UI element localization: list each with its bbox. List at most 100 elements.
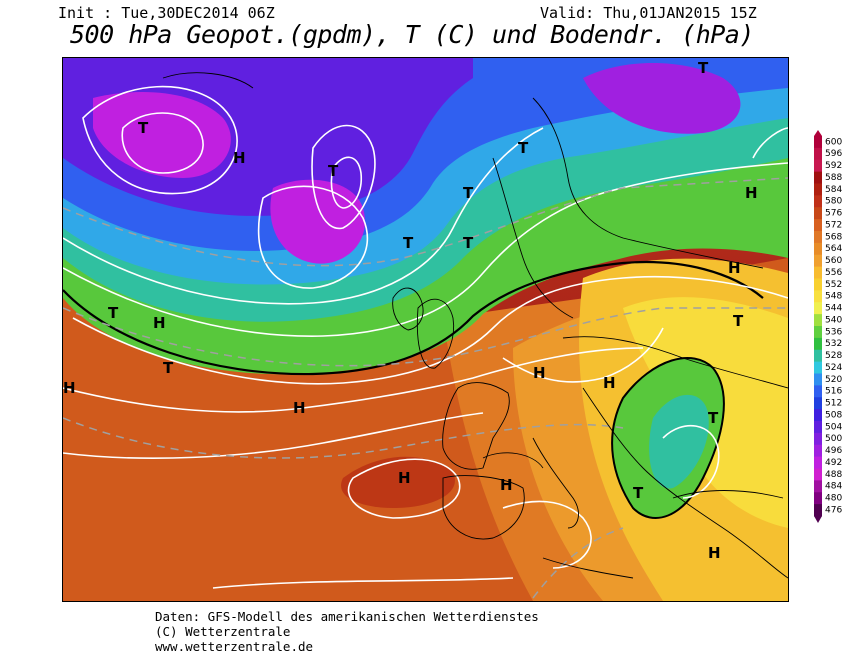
legend-level-label: 500 [825, 434, 842, 444]
svg-text:T: T [633, 484, 644, 502]
init-time: Init : Tue,30DEC2014 06Z [58, 4, 275, 22]
svg-text:H: H [728, 259, 741, 277]
legend-swatch [814, 326, 822, 339]
weather-map: H T T T H T H H H H H H T T T T H H T T … [62, 57, 789, 602]
legend-swatch [814, 207, 822, 220]
contour-552 [63, 260, 764, 376]
legend-swatch [814, 231, 822, 244]
svg-text:H: H [745, 184, 758, 202]
legend-swatch [814, 266, 822, 279]
field-purple-ne [583, 63, 741, 134]
svg-text:T: T [108, 304, 119, 322]
legend-arrow-top [814, 130, 822, 136]
legend-level-label: 556 [825, 268, 842, 278]
svg-text:H: H [533, 364, 546, 382]
svg-text:T: T [328, 162, 339, 180]
legend-swatch [814, 136, 822, 149]
svg-text:T: T [708, 409, 719, 427]
legend-level-label: 504 [825, 422, 842, 432]
legend-level-label: 588 [825, 173, 842, 183]
footer-copyright: (C) Wetterzentrale [155, 624, 291, 639]
legend-swatch [814, 171, 822, 184]
svg-text:T: T [518, 139, 529, 157]
legend-swatch [814, 432, 822, 446]
svg-text:H: H [398, 469, 411, 487]
map-title: 500 hPa Geopot.(gpdm), T (C) und Bodendr… [70, 20, 754, 49]
svg-text:T: T [733, 312, 744, 330]
color-legend: 600 596 592 588 584 580 576 572 568 564 560 556 552 5… [812, 130, 850, 530]
legend-swatch [814, 314, 822, 327]
legend-swatch [814, 254, 822, 268]
svg-text:H: H [153, 314, 166, 332]
legend-level-label: 544 [825, 304, 842, 314]
legend-swatch [814, 421, 822, 434]
legend-swatch [814, 361, 822, 374]
legend-swatch [814, 444, 822, 458]
legend-swatch [814, 409, 822, 422]
svg-text:T: T [138, 119, 149, 137]
svg-text:H: H [708, 544, 721, 562]
legend-level-label: 564 [825, 244, 842, 254]
legend-swatch [814, 159, 822, 173]
legend-level-label: 552 [825, 280, 842, 290]
legend-level-label: 576 [825, 209, 842, 219]
field-cyan-east [649, 394, 709, 489]
legend-level-label: 580 [825, 197, 842, 207]
isotherms [63, 177, 788, 599]
svg-text:T: T [403, 234, 414, 252]
footer: Daten: GFS-Modell des amerikanischen Wet… [155, 609, 539, 654]
legend-level-label: 568 [825, 232, 842, 242]
svg-text:T: T [463, 234, 474, 252]
legend-arrow-bottom [814, 516, 822, 523]
svg-text:H: H [603, 374, 616, 392]
footer-data-source: Daten: GFS-Modell des amerikanischen Wet… [155, 609, 539, 624]
pressure-centers: H T T T H T H H H H H H T T T T H H T T … [63, 59, 758, 562]
legend-level-label: 508 [825, 410, 842, 420]
svg-text:T: T [463, 184, 474, 202]
legend-level-label: 512 [825, 399, 842, 409]
svg-text:H: H [63, 379, 76, 397]
field-magenta-low [270, 179, 365, 264]
svg-text:H: H [293, 399, 306, 417]
legend-swatch [814, 302, 822, 315]
legend-level-label: 532 [825, 339, 842, 349]
legend-level-label: 480 [825, 494, 842, 504]
legend-swatch [814, 373, 822, 386]
legend-swatch [814, 219, 822, 232]
legend-level-label: 540 [825, 315, 842, 325]
legend-level-label: 524 [825, 363, 842, 373]
legend-level-label: 528 [825, 351, 842, 361]
border-line [482, 452, 544, 469]
legend-level-label: 536 [825, 327, 842, 337]
legend-level-label: 476 [825, 505, 842, 515]
legend-level-label: 548 [825, 292, 842, 302]
legend-swatch [814, 290, 822, 303]
legend-swatch [814, 480, 822, 493]
isobars [63, 85, 788, 589]
legend-level-label: 596 [825, 149, 842, 159]
field-magenta [93, 92, 231, 178]
legend-swatch [814, 147, 822, 161]
coastlines [162, 72, 788, 579]
legend-swatch [814, 195, 822, 208]
legend-level-label: 572 [825, 220, 842, 230]
footer-website[interactable]: www.wetterzentrale.de [155, 639, 314, 654]
legend-level-label: 484 [825, 482, 842, 492]
svg-text:T: T [698, 59, 709, 77]
legend-swatch [814, 492, 822, 505]
svg-text:H: H [233, 149, 246, 167]
legend-swatch [814, 385, 822, 398]
legend-level-label: 488 [825, 470, 842, 480]
legend-level-label: 492 [825, 458, 842, 468]
legend-swatch [814, 242, 822, 256]
legend-level-label: 584 [825, 185, 842, 195]
contour-552-east [611, 357, 725, 519]
legend-swatch [814, 456, 822, 469]
svg-text:T: T [163, 359, 174, 377]
legend-level-label: 592 [825, 161, 842, 171]
legend-swatch [814, 337, 822, 351]
svg-text:H: H [500, 476, 513, 494]
legend-swatch [814, 504, 822, 517]
legend-level-label: 520 [825, 375, 842, 385]
